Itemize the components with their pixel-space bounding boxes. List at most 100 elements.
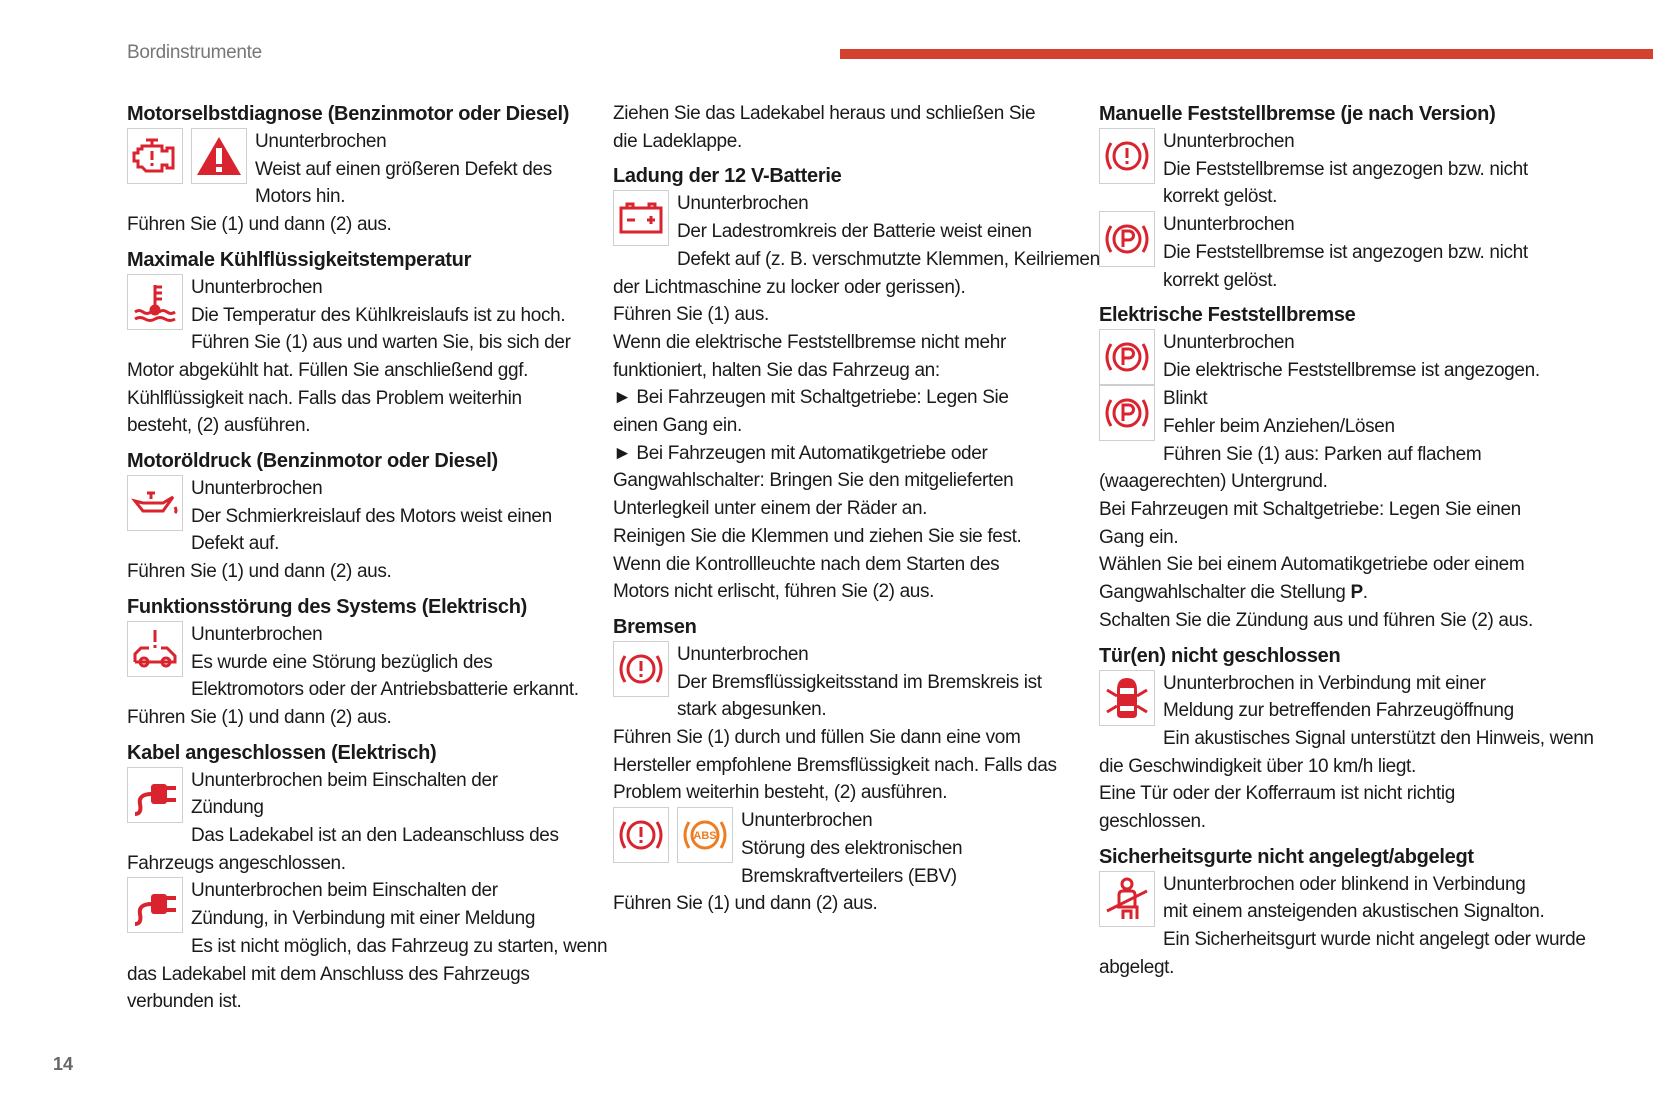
section-heading: Funktionsstörung des Systems (Elektrisch… <box>127 595 528 618</box>
text-line: Der Schmierkreislauf des Motors weist ei… <box>191 505 552 527</box>
section-title: Bordinstrumente <box>127 42 262 63</box>
seatbelt-icon <box>1099 870 1155 927</box>
section-heading: Elektrische Feststellbremse <box>1099 304 1356 327</box>
text-line: Schalten Sie die Zündung aus und führen … <box>1099 609 1533 631</box>
text-line: verbunden ist. <box>127 991 242 1013</box>
brake-warning-icon <box>613 807 669 864</box>
abs-icon: ABS <box>677 807 733 864</box>
indicator-entry: Ununterbrochen Es wurde eine Störung bezü… <box>127 620 607 732</box>
text-line: Die Temperatur des Kühlkreislaufs ist zu… <box>191 304 566 326</box>
emphasis: P <box>1350 582 1363 604</box>
text-line: Ununterbrochen <box>1163 214 1295 236</box>
text-line: Weist auf einen größeren Defekt des <box>255 158 552 180</box>
text-line: die Ladeklappe. <box>613 130 742 152</box>
indicator-entry: Ununterbrochen Der Schmierkreislauf des M… <box>127 475 607 586</box>
text-line: Hersteller empfohlene Bremsflüssigkeit n… <box>613 754 1057 776</box>
battery-icon <box>613 190 669 247</box>
header-accent-bar <box>840 49 1653 59</box>
section-heading: Tür(en) nicht geschlossen <box>1099 644 1341 667</box>
text-line: Blinkt <box>1163 388 1208 410</box>
text: . <box>1362 582 1368 604</box>
text-line: die Geschwindigkeit über 10 km/h liegt. <box>1099 755 1416 777</box>
text-line: Führen Sie (1) aus: Parken auf flachem <box>1163 443 1482 465</box>
text-line: Wählen Sie bei einem Automatikgetriebe o… <box>1099 554 1525 576</box>
section-heading: Ladung der 12 V-Batterie <box>613 165 842 188</box>
charging-plug-icon <box>127 877 183 934</box>
text-line: Ununterbrochen oder blinkend in Verbindu… <box>1163 873 1526 895</box>
text-line: Ununterbrochen <box>677 643 809 665</box>
text-line: Störung des elektronischen <box>741 837 963 859</box>
text-line: Führen Sie (1) und dann (2) aus. <box>127 214 392 236</box>
indicator-entry: Ununterbrochen beim Einschalten der Zündu… <box>127 766 607 878</box>
section-heading: Bremsen <box>613 615 697 638</box>
text-line: das Ladekabel mit dem Anschluss des Fahr… <box>127 963 530 985</box>
indicator-entry: Ununterbrochen Die elektrische Feststellb… <box>1099 329 1579 386</box>
indicator-entry: Ununterbrochen in Verbindung mit einer Me… <box>1099 669 1594 836</box>
text-line: Ununterbrochen <box>255 131 387 152</box>
text-line: Die Feststellbremse ist angezogen bzw. n… <box>1163 158 1528 180</box>
text-line: Motor abgekühlt hat. Füllen Sie anschlie… <box>127 359 529 381</box>
text-line: Zündung, in Verbindung mit einer Meldung <box>191 908 536 930</box>
text-line: Es ist nicht möglich, das Fahrzeug zu st… <box>191 935 608 957</box>
section-heading: Motorselbstdiagnose (Benzinmotor oder Di… <box>127 103 570 125</box>
text-line: Führen Sie (1) und dann (2) aus. <box>613 893 878 915</box>
text-line: Motors hin. <box>255 186 346 208</box>
text-line: Ein akustisches Signal unterstützt den H… <box>1163 727 1594 749</box>
text-line: Die elektrische Feststellbremse ist ange… <box>1163 359 1540 381</box>
text-line: Meldung zur betreffenden Fahrzeugöffnung <box>1163 700 1514 722</box>
page-number: 14 <box>53 1054 74 1074</box>
text-line: einen Gang ein. <box>613 415 742 437</box>
section-heading: Maximale Kühlflüssigkeitstemperatur <box>127 248 472 271</box>
brake-warning-icon <box>1099 128 1155 184</box>
text-line: Kühlflüssigkeit nach. Falls das Problem … <box>127 387 522 409</box>
text-line: Wenn die elektrische Feststellbremse nic… <box>613 331 1006 353</box>
text-line: Ununterbrochen <box>191 276 323 298</box>
brake-warning-icon <box>613 640 669 697</box>
text-line: Wenn die Kontrollleuchte nach dem Starte… <box>613 553 1000 575</box>
indicator-entry: Ununterbrochen Die Feststellbremse ist an… <box>1099 128 1579 211</box>
text-line: (waagerechten) Untergrund. <box>1099 471 1328 493</box>
parking-brake-icon <box>1099 329 1155 386</box>
text-line: Ziehen Sie das Ladekabel heraus und schl… <box>613 103 1036 124</box>
text-line: Der Bremsflüssigkeitsstand im Bremskreis… <box>677 671 1042 693</box>
section-heading: Sicherheitsgurte nicht angelegt/abgelegt <box>1099 845 1474 868</box>
text-line: Ununterbrochen <box>741 810 873 832</box>
text-line: Das Ladekabel ist an den Ladeanschluss d… <box>191 825 559 847</box>
text-line: korrekt gelöst. <box>1163 186 1278 208</box>
column-2: Ziehen Sie das Ladekabel heraus und schl… <box>613 100 1100 918</box>
text-line: mit einem ansteigenden akustischen Signa… <box>1163 901 1545 923</box>
text-line: Führen Sie (1) und dann (2) aus. <box>127 706 392 728</box>
text-line: Ununterbrochen <box>677 193 809 215</box>
indicator-entry: Ununterbrochen oder blinkend in Verbindu… <box>1099 870 1586 982</box>
text-line: Führen Sie (1) durch und füllen Sie dann… <box>613 727 1021 749</box>
text-line: Ununterbrochen in Verbindung mit einer <box>1163 672 1486 694</box>
engine-icon <box>127 128 183 184</box>
text-line: Reinigen Sie die Klemmen und ziehen Sie … <box>613 525 1022 547</box>
column-3: Manuelle Feststellbremse (je nach Versio… <box>1099 100 1594 982</box>
text-line: Führen Sie (1) aus und warten Sie, bis s… <box>191 332 571 354</box>
indicator-entry: Ununterbrochen Die Feststellbremse ist an… <box>1099 211 1579 294</box>
electric-system-fault-icon <box>127 620 183 677</box>
text-line: Führen Sie (1) aus. <box>613 304 769 326</box>
text-line: der Lichtmaschine zu locker oder gerisse… <box>613 276 966 298</box>
text-line: Ununterbrochen beim Einschalten der <box>191 769 498 791</box>
text-line: funktioniert, halten Sie das Fahrzeug an… <box>613 359 940 381</box>
section-heading: Kabel angeschlossen (Elektrisch) <box>127 741 437 764</box>
text-line: Eine Tür oder der Kofferraum ist nicht r… <box>1099 783 1455 805</box>
text-line: Fehler beim Anziehen/Lösen <box>1163 415 1395 437</box>
text-line: Unterlegkeil unter einem der Räder an. <box>613 498 928 520</box>
text-line: Die Feststellbremse ist angezogen bzw. n… <box>1163 241 1528 263</box>
text-line: Der Ladestromkreis der Batterie weist ei… <box>677 221 1032 243</box>
text-line: ► Bei Fahrzeugen mit Schaltgetriebe: Leg… <box>613 387 1009 409</box>
text-line: Bremskraftverteilers (EBV) <box>741 865 957 887</box>
text-line: Ein Sicherheitsgurt wurde nicht angelegt… <box>1163 929 1586 951</box>
text-line: Es wurde eine Störung bezüglich des <box>191 651 493 673</box>
text-line: Elektromotors oder der Antriebsbatterie … <box>191 679 579 701</box>
indicator-entry: Ziehen Sie das Ladekabel heraus und schl… <box>613 100 1093 155</box>
text-line: Führen Sie (1) und dann (2) aus. <box>127 561 392 583</box>
text: Gangwahlschalter die Stellung <box>1099 582 1351 604</box>
indicator-entry: Ununterbrochen beim Einschalten der Zündu… <box>127 877 608 1016</box>
text-line: Defekt auf. <box>191 533 280 555</box>
indicator-entry: Ununterbrochen Der Ladestromkreis der Bat… <box>613 190 1100 606</box>
text-line: Ununterbrochen beim Einschalten der <box>191 880 498 902</box>
